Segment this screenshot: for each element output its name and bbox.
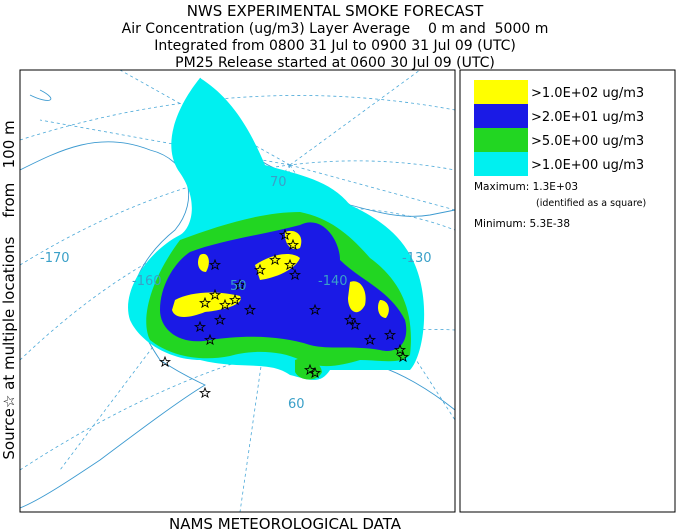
graticule: [289, 164, 455, 211]
legend-label: >1.0E+02 ug/m3: [531, 86, 644, 101]
legend-swatch: [474, 152, 528, 176]
source-markers: [159, 229, 409, 398]
map-label: -130: [402, 251, 432, 266]
minimum: Minimum: 5.3E-38: [474, 218, 570, 230]
graticule: [20, 160, 455, 266]
smoke-contour: [198, 253, 209, 272]
map-label: -140: [318, 274, 348, 289]
subtitle: Air Concentration (ug/m3) Layer Average …: [122, 21, 549, 37]
map-label: 70: [270, 175, 287, 190]
graticule: [20, 95, 455, 141]
legend-swatch: [474, 128, 528, 152]
legend-label: >5.0E+00 ug/m3: [531, 134, 644, 149]
smoke-contour: [172, 292, 241, 317]
map-frame: [19, 69, 456, 513]
legend: Maximum: 1.3E+03 (identified as a square…: [459, 69, 676, 513]
map: -170 -160 50 -140 -130 70 60: [19, 69, 456, 513]
smoke-contour: [378, 300, 389, 318]
subtitle: PM25 Release started at 0600 30 Jul 09 (…: [175, 55, 495, 71]
smoke-contour: [348, 281, 366, 313]
coastline: [29, 89, 52, 101]
side-label: Source☆ at multiple locations from 100 m: [0, 120, 18, 459]
legend-label: >1.0E+00 ug/m3: [531, 158, 644, 173]
legend-swatch: [474, 80, 528, 104]
footer: NAMS METEOROLOGICAL DATA: [169, 515, 402, 532]
smoke-contour: [255, 254, 300, 280]
map-label: 50: [230, 279, 247, 294]
map-label: 60: [288, 397, 305, 412]
graticule: [289, 70, 421, 166]
map-label: -170: [40, 251, 70, 266]
title: NWS EXPERIMENTAL SMOKE FORECAST: [187, 2, 484, 20]
legend-swatch: [474, 104, 528, 128]
subtitle: Integrated from 0800 31 Jul to 0900 31 J…: [154, 38, 516, 54]
legend-label: >2.0E+01 ug/m3: [531, 110, 644, 125]
graticule: [59, 164, 291, 471]
maximum-note: (identified as a square): [536, 198, 646, 209]
maximum: Maximum: 1.3E+03: [474, 181, 578, 193]
map-label: -160: [132, 274, 162, 289]
